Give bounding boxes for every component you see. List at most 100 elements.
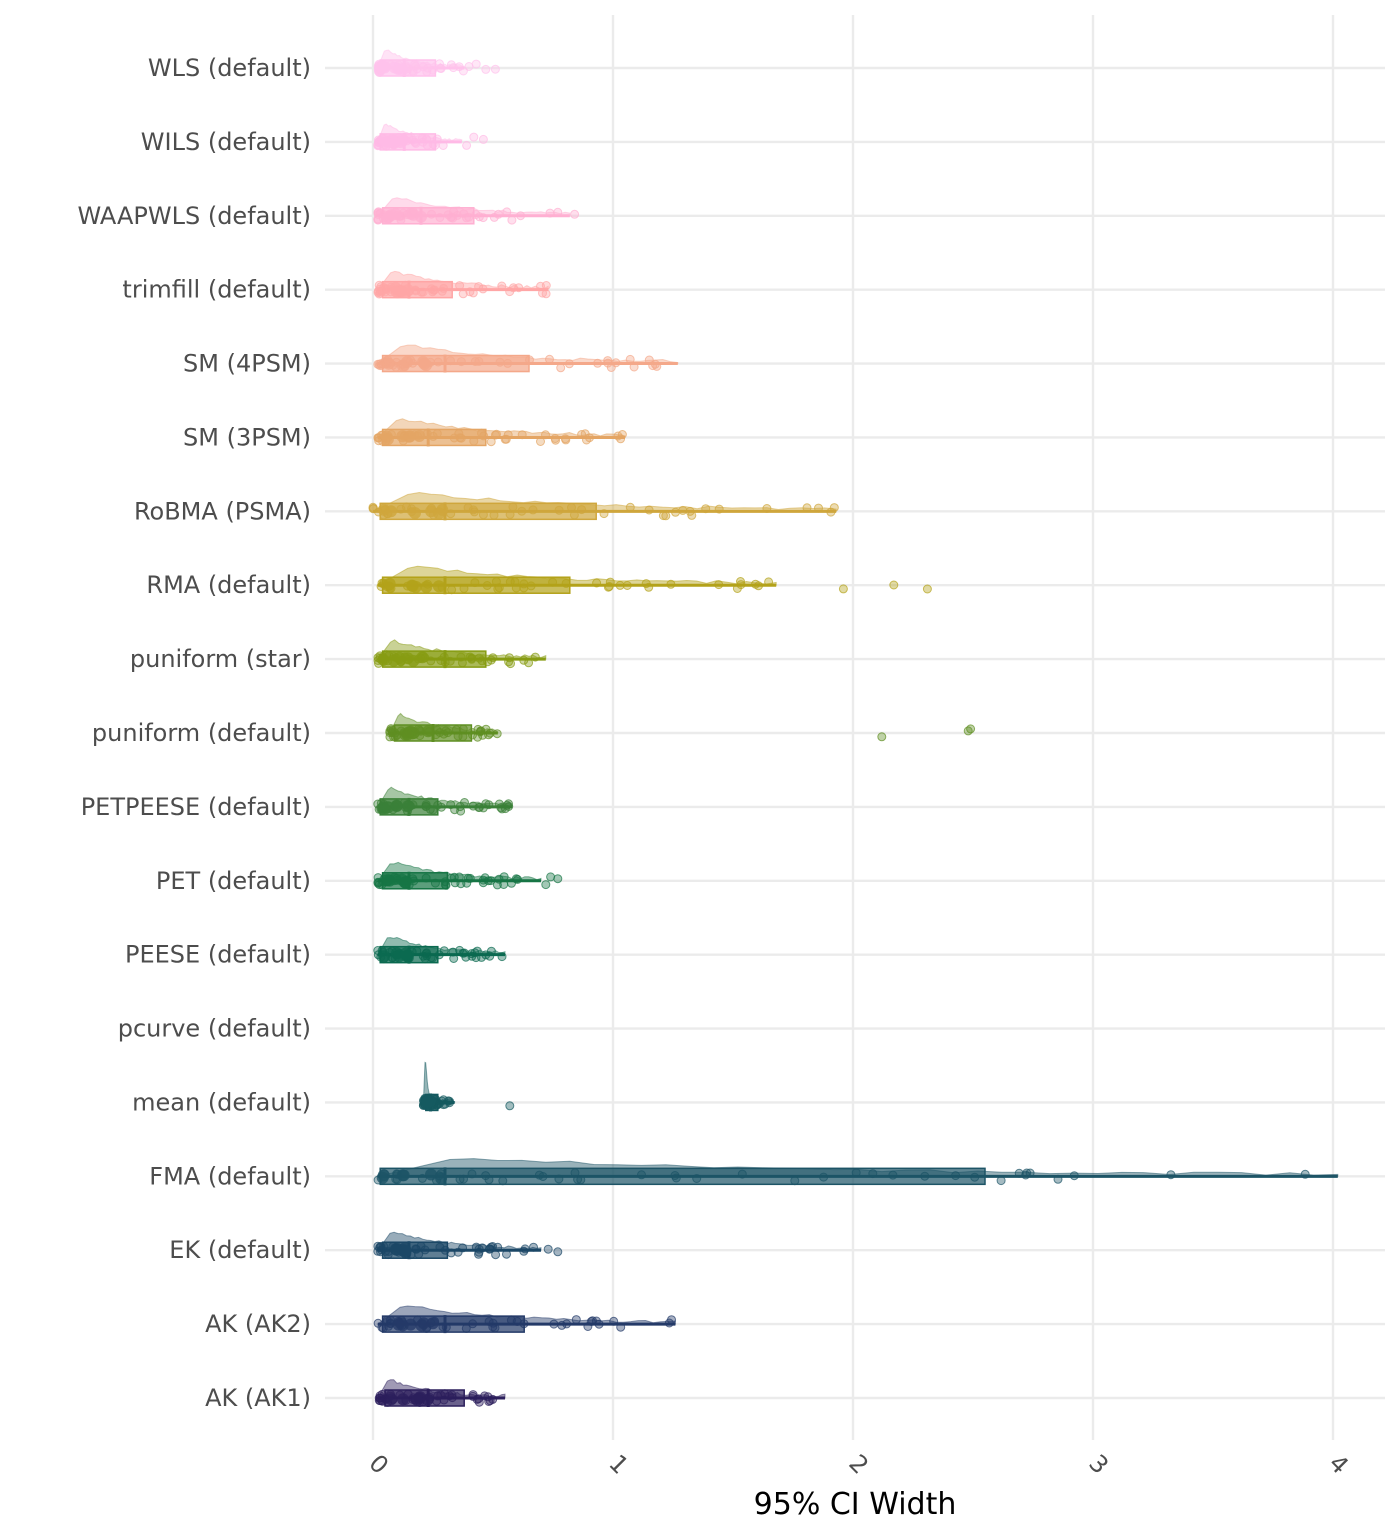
data-point xyxy=(430,878,440,888)
data-point xyxy=(438,141,448,150)
data-point xyxy=(473,732,483,742)
data-point xyxy=(445,1391,454,1401)
data-marks xyxy=(368,49,1339,1407)
data-point xyxy=(449,954,459,963)
data-point xyxy=(670,1171,680,1180)
outlier-point xyxy=(505,1101,515,1111)
data-point xyxy=(418,951,428,961)
data-point xyxy=(456,652,466,662)
data-point xyxy=(421,802,431,812)
data-point xyxy=(1021,1170,1031,1180)
data-point xyxy=(671,1173,681,1183)
data-point xyxy=(593,358,603,368)
data-point xyxy=(396,359,409,372)
data-point xyxy=(373,141,383,151)
data-point xyxy=(534,1170,544,1180)
data-point xyxy=(599,509,609,519)
data-point xyxy=(482,581,492,590)
data-point xyxy=(1166,1170,1176,1180)
data-point xyxy=(629,362,639,372)
data-point xyxy=(814,503,823,513)
data-point xyxy=(488,1322,498,1332)
data-point xyxy=(851,1168,861,1178)
outlier-point xyxy=(877,732,887,742)
data-point xyxy=(556,363,566,373)
data-point xyxy=(389,1243,402,1256)
data-point xyxy=(554,505,564,515)
data-point xyxy=(373,1318,383,1328)
data-point xyxy=(1300,1169,1310,1179)
category-label: WLS (default) xyxy=(148,54,311,82)
data-point xyxy=(790,1176,800,1186)
outlier-point xyxy=(922,584,932,594)
data-point xyxy=(493,209,503,219)
data-point xyxy=(495,357,505,367)
data-point xyxy=(557,1320,567,1330)
data-point xyxy=(404,430,417,443)
series-group xyxy=(373,270,551,299)
series-group xyxy=(373,418,627,447)
data-point xyxy=(417,1317,430,1330)
category-label: WAAPWLS (default) xyxy=(77,202,311,230)
data-point xyxy=(421,1096,434,1108)
series-group xyxy=(373,197,580,225)
data-point xyxy=(519,655,529,665)
data-point xyxy=(493,584,503,594)
category-label: trimfill (default) xyxy=(122,276,311,304)
data-point xyxy=(420,581,433,593)
data-point xyxy=(951,1171,961,1181)
category-label: SM (3PSM) xyxy=(183,423,311,451)
category-label: puniform (default) xyxy=(92,719,311,747)
data-point xyxy=(511,874,521,884)
data-point xyxy=(491,577,501,587)
data-point xyxy=(422,67,432,77)
data-point xyxy=(528,505,538,515)
data-point xyxy=(455,281,465,291)
data-point xyxy=(517,506,527,516)
data-point xyxy=(412,64,422,74)
data-point xyxy=(524,658,534,668)
category-label: PET (default) xyxy=(156,867,311,895)
data-point xyxy=(373,288,383,297)
data-point xyxy=(448,947,458,957)
data-point xyxy=(441,1322,451,1332)
series-group xyxy=(374,1379,506,1407)
outlier-point xyxy=(462,140,472,150)
data-point xyxy=(478,284,488,294)
data-point xyxy=(474,803,484,812)
data-point xyxy=(458,732,468,742)
data-point xyxy=(802,503,812,513)
series-group xyxy=(418,1061,515,1112)
data-point xyxy=(459,584,469,593)
data-point xyxy=(511,583,521,593)
data-point xyxy=(479,431,489,441)
data-point xyxy=(549,1319,559,1329)
data-point xyxy=(413,430,426,442)
data-point xyxy=(456,357,466,367)
data-point xyxy=(471,953,481,963)
data-point xyxy=(561,578,571,588)
outlier-point xyxy=(889,580,899,590)
data-point xyxy=(474,1244,484,1254)
outlier-point xyxy=(490,64,500,74)
data-point xyxy=(486,655,496,665)
data-point xyxy=(375,60,387,73)
data-point xyxy=(454,62,464,72)
data-point xyxy=(561,435,571,445)
category-label: PEESE (default) xyxy=(125,941,311,969)
data-point xyxy=(516,211,526,221)
series-group xyxy=(373,1231,563,1260)
data-point xyxy=(418,357,431,370)
data-point xyxy=(418,137,428,147)
data-point xyxy=(470,578,480,588)
data-point xyxy=(465,287,475,297)
data-point xyxy=(378,134,391,147)
data-point xyxy=(692,1174,702,1183)
data-point xyxy=(671,507,680,517)
data-point xyxy=(436,1390,446,1400)
data-point xyxy=(458,1243,468,1253)
data-point xyxy=(478,878,488,888)
data-point xyxy=(519,579,529,589)
data-point xyxy=(714,504,724,514)
